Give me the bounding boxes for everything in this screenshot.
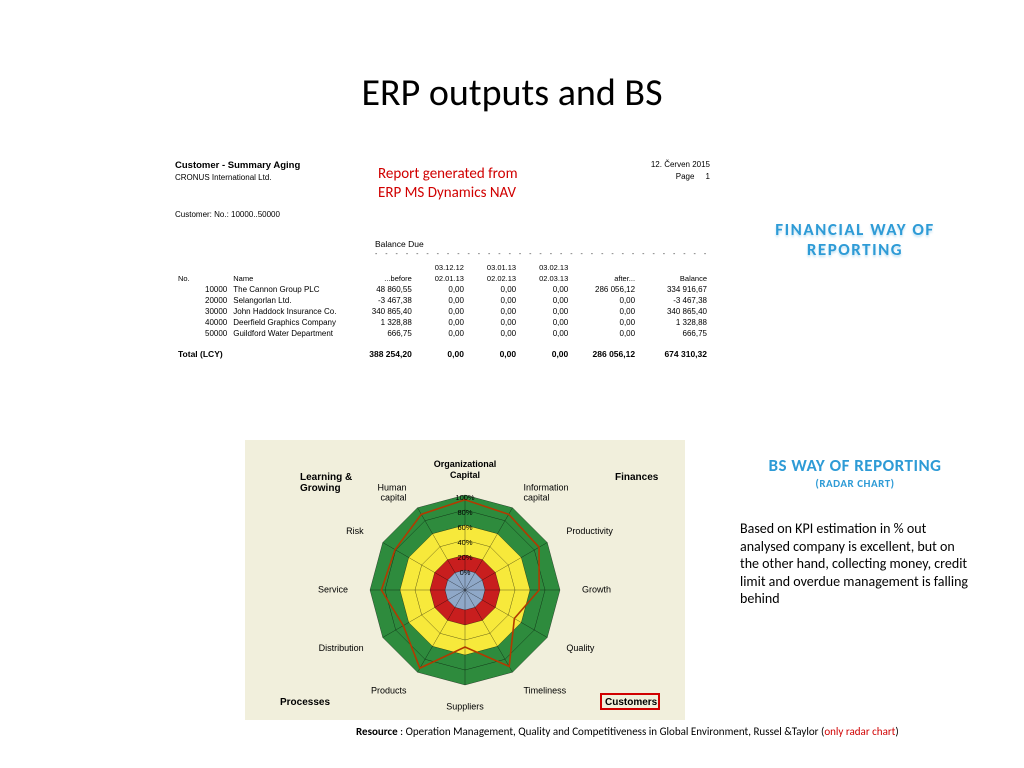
svg-text:Humancapital: Humancapital [377, 483, 406, 503]
col-d1b: 02.01.13 [415, 273, 467, 284]
svg-text:Timeliness: Timeliness [524, 686, 567, 696]
table-row: 10000The Cannon Group PLC48 860,550,000,… [175, 284, 710, 295]
radar-chart: 100% 80% 60% 40% 20% 0% OrganizationalCapital I… [245, 440, 685, 720]
svg-text:80%: 80% [457, 508, 472, 517]
svg-text:Risk: Risk [346, 526, 364, 536]
svg-text:Learning &Growing: Learning &Growing [300, 472, 352, 494]
balance-due-label: Balance Due [375, 239, 710, 249]
svg-text:100%: 100% [455, 493, 475, 502]
col-before: ...before [353, 273, 415, 284]
svg-text:40%: 40% [457, 538, 472, 547]
col-after: after... [571, 273, 638, 284]
col-no: No. [175, 273, 230, 284]
erp-report: Customer - Summary Aging CRONUS Internat… [175, 160, 710, 360]
svg-text:Informationcapital: Informationcapital [524, 483, 569, 503]
customer-range: Customer: No.: 10000..50000 [175, 210, 710, 219]
table-row: 40000Deerfield Graphics Company1 328,880… [175, 317, 710, 328]
bs-way-label: BS WAY OF REPORTING (RADAR CHART) [740, 455, 970, 490]
resource-citation: Resource : Operation Management, Quality… [356, 725, 899, 738]
svg-text:OrganizationalCapital: OrganizationalCapital [434, 459, 497, 480]
svg-text:Processes: Processes [280, 697, 330, 708]
svg-text:Distribution: Distribution [319, 643, 364, 653]
svg-text:Suppliers: Suppliers [446, 701, 484, 711]
report-company: CRONUS International Ltd. [175, 173, 300, 182]
col-d1a: 03.12.12 [415, 262, 467, 273]
svg-text:Products: Products [371, 686, 407, 696]
slide-title: ERP outputs and BS [0, 0, 1024, 116]
col-d3a: 03.02.13 [519, 262, 571, 273]
svg-text:Quality: Quality [566, 643, 595, 653]
table-row: 30000John Haddock Insurance Co.340 865,4… [175, 306, 710, 317]
col-d3b: 02.03.13 [519, 273, 571, 284]
col-d2b: 02.02.13 [467, 273, 519, 284]
col-balance: Balance [638, 273, 710, 284]
financial-way-label: FINANCIAL WAY OF REPORTING [740, 220, 970, 259]
divider: - - - - - - - - - - - - - - - - - - - - … [375, 251, 710, 258]
report-page: Page 1 [651, 172, 710, 181]
svg-text:0%: 0% [460, 568, 471, 577]
svg-text:Productivity: Productivity [566, 526, 613, 536]
table-row: 20000Selangorlan Ltd.-3 467,380,000,000,… [175, 295, 710, 306]
col-d2a: 03.01.13 [467, 262, 519, 273]
svg-text:Customers: Customers [605, 697, 658, 708]
aging-table: 03.12.12 03.01.13 03.02.13 No. Name ...b… [175, 262, 710, 360]
svg-text:Growth: Growth [582, 584, 611, 594]
svg-text:Finances: Finances [615, 472, 659, 483]
svg-text:60%: 60% [457, 523, 472, 532]
report-heading: Customer - Summary Aging [175, 160, 300, 171]
svg-text:20%: 20% [457, 553, 472, 562]
table-row: 50000Guildford Water Department666,750,0… [175, 328, 710, 339]
svg-text:Service: Service [318, 584, 348, 594]
col-name: Name [230, 273, 353, 284]
analysis-text: Based on KPI estimation in % out analyse… [740, 520, 975, 608]
report-date: 12. Červen 2015 [651, 160, 710, 169]
total-row: Total (LCY)388 254,200,000,000,00286 056… [175, 339, 710, 360]
